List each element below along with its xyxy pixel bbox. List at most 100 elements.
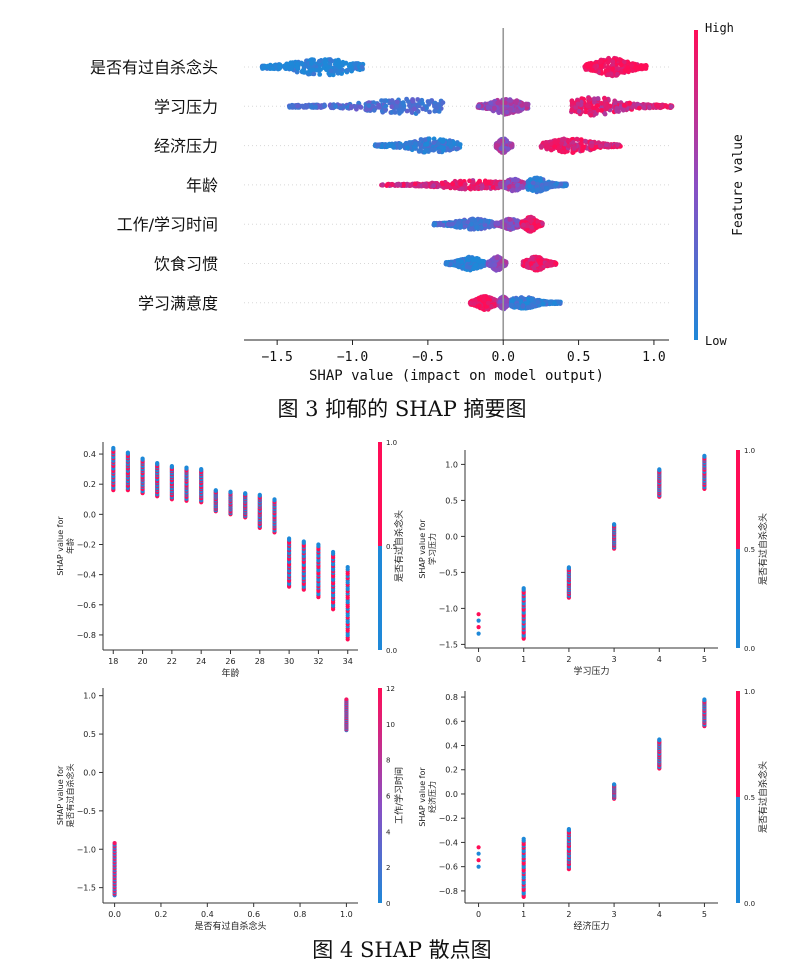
swarm-point — [456, 220, 461, 226]
swarm-point — [580, 145, 585, 150]
swarm-point — [528, 261, 534, 266]
swarm-cluster — [569, 95, 675, 118]
swarm-point — [508, 107, 513, 112]
swarm-point — [539, 144, 545, 150]
swarm-point — [316, 58, 322, 64]
swarm-point — [592, 99, 597, 105]
swarm-cluster — [485, 254, 509, 273]
swarm-point — [617, 57, 622, 62]
swarm-point — [389, 182, 395, 187]
swarm-point — [440, 100, 446, 105]
swarm-point — [514, 222, 520, 228]
swarm-point — [602, 95, 607, 101]
swarm-point — [490, 185, 496, 190]
swarm-point — [317, 72, 323, 77]
swarm-point — [322, 60, 328, 65]
swarm-point — [476, 103, 482, 109]
swarm-point — [599, 63, 604, 69]
swarm-point — [584, 103, 590, 109]
swarm-point — [445, 222, 451, 227]
swarm-point — [383, 107, 389, 113]
swarm-point — [508, 98, 513, 103]
swarm-point — [407, 103, 412, 108]
swarm-point — [431, 136, 437, 142]
swarm-point — [599, 108, 604, 113]
swarm-point — [484, 185, 490, 191]
swarm-cluster — [443, 254, 488, 273]
swarm-point — [394, 99, 400, 105]
swarm-point — [538, 178, 543, 183]
swarm-point — [359, 64, 365, 70]
swarm-point — [295, 103, 300, 109]
swarm-point — [535, 187, 540, 193]
swarm-point — [295, 61, 300, 67]
swarm-point — [423, 147, 429, 153]
swarm-cluster — [286, 96, 446, 116]
swarm-point — [429, 147, 435, 153]
swarm-point — [595, 96, 601, 101]
swarm-point — [587, 96, 593, 102]
swarm-point — [418, 137, 424, 142]
swarm-point — [427, 99, 433, 104]
swarm-point — [626, 68, 632, 73]
swarm-point — [590, 105, 596, 110]
swarm-point — [498, 146, 504, 152]
swarm-point — [538, 260, 543, 266]
swarm-point — [300, 104, 306, 109]
swarm-point — [570, 140, 576, 145]
swarm-point — [519, 103, 525, 108]
swarm-point — [595, 107, 601, 113]
swarm-point — [599, 100, 604, 106]
swarm-point — [438, 137, 443, 143]
swarm-point — [504, 138, 509, 144]
swarm-point — [304, 104, 310, 110]
swarm-point — [527, 183, 532, 189]
swarm-cluster — [520, 254, 559, 273]
swarm-point — [345, 67, 350, 73]
swarm-point — [470, 180, 476, 185]
swarm-point — [338, 105, 343, 111]
swarm-point — [629, 63, 635, 68]
swarm-point — [636, 105, 642, 111]
swarm-point — [349, 104, 354, 109]
swarm-point — [514, 218, 520, 224]
swarm-point — [505, 146, 511, 152]
swarm-point — [494, 181, 499, 187]
swarm-point — [462, 186, 468, 192]
swarm-point — [327, 57, 333, 62]
swarm-point — [340, 59, 346, 65]
swarm-point — [486, 179, 491, 185]
swarm-point — [576, 108, 582, 114]
swarm-point — [466, 185, 472, 191]
swarm-point — [629, 105, 635, 110]
swarm-point — [588, 112, 594, 118]
swarm-point — [401, 182, 406, 188]
swarm-point — [466, 254, 472, 260]
swarm-point — [439, 145, 444, 150]
swarm-point — [389, 104, 395, 110]
swarm-point — [328, 68, 334, 74]
swarm-point — [389, 98, 395, 103]
swarm-point — [456, 263, 462, 268]
swarm-point — [318, 67, 323, 72]
swarm-point — [436, 182, 442, 188]
swarm-point — [424, 105, 429, 111]
swarm-point — [578, 141, 584, 147]
swarm-point — [432, 108, 438, 114]
swarm-point — [605, 68, 610, 74]
swarm-point — [395, 182, 400, 188]
swarm-point — [470, 185, 476, 191]
swarm-point — [371, 107, 377, 113]
swarm-point — [408, 183, 414, 188]
swarm-point — [412, 181, 418, 187]
swarm-point — [336, 58, 341, 64]
swarm-point — [621, 59, 627, 65]
swarm-point — [610, 66, 616, 72]
swarm-point — [552, 144, 557, 150]
feature-label: 学习满意度 — [138, 294, 218, 313]
swarm-point — [307, 68, 313, 73]
swarm-point — [566, 138, 571, 143]
swarm-point — [455, 146, 461, 152]
swarm-point — [605, 60, 611, 66]
